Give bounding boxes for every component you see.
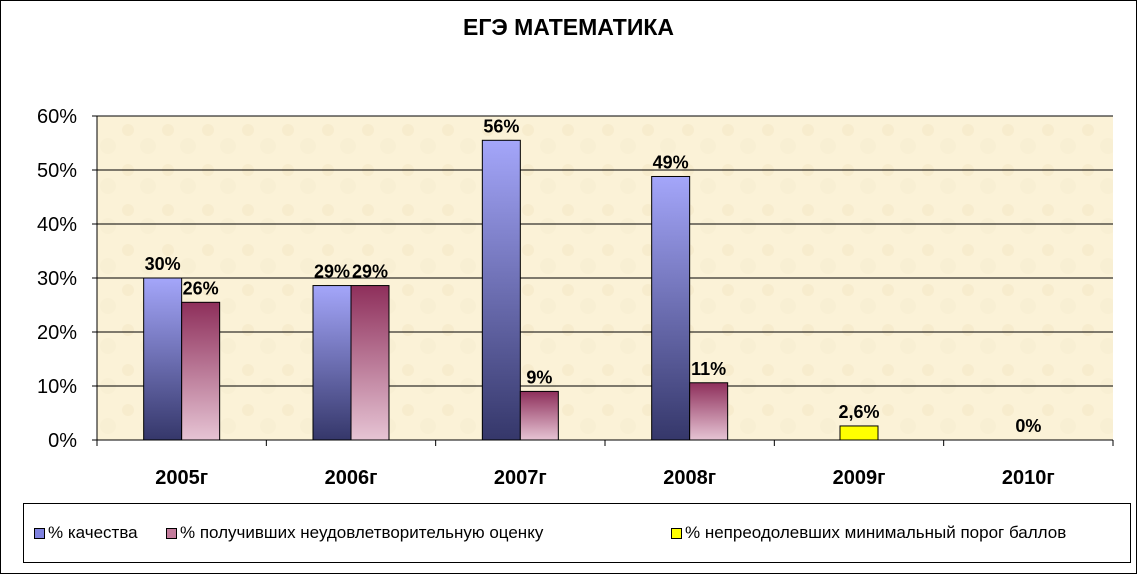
legend-swatch-threshold <box>671 527 682 539</box>
data-label: 26% <box>183 278 219 298</box>
legend-swatch-quality <box>34 527 45 539</box>
legend-label-threshold: % непреодолевших минимальный порог балло… <box>685 523 1067 542</box>
y-tick-label: 40% <box>37 214 77 236</box>
bar-quality <box>143 277 183 441</box>
data-label: 29% <box>314 262 350 282</box>
legend: % качества % получивших неудовлетворител… <box>23 503 1131 563</box>
data-label: 11% <box>691 359 726 379</box>
y-tick-label: 60% <box>37 106 77 128</box>
x-tick-label: 2006г <box>325 467 378 489</box>
legend-label-unsatisfactory: % получивших неудовлетворительную оценку <box>180 523 544 542</box>
data-label: 30% <box>145 254 181 274</box>
legend-item-quality: % качества <box>34 522 138 544</box>
data-label: 56% <box>483 116 519 136</box>
bar-unsatisfactory <box>181 301 221 441</box>
bar-threshold <box>839 425 879 441</box>
bar-unsatisfactory <box>519 390 559 441</box>
bar-unsatisfactory <box>689 382 729 441</box>
data-label: 2,6% <box>838 402 879 422</box>
y-tick-label: 20% <box>37 322 77 344</box>
y-tick-label: 50% <box>37 160 77 182</box>
legend-swatch-unsatisfactory <box>166 527 177 539</box>
y-tick-label: 30% <box>37 268 77 290</box>
data-label: 0% <box>1015 416 1041 436</box>
chart-title: ЕГЭ МАТЕМАТИКА <box>463 14 674 40</box>
legend-label-quality: % качества <box>48 523 138 542</box>
data-label: 49% <box>653 152 689 172</box>
legend-item-unsatisfactory: % получивших неудовлетворительную оценку <box>166 522 543 544</box>
bar-unsatisfactory <box>350 285 390 441</box>
x-tick-label: 2005г <box>155 467 208 489</box>
bar-quality <box>312 285 352 441</box>
x-tick-label: 2007г <box>494 467 547 489</box>
bar-quality <box>481 139 521 441</box>
plot-svg: 0% 10% 20% 30% 40% 50% 60% 2005г 2006г 2007г 2008г… <box>37 106 1114 489</box>
y-tick-label: 10% <box>37 376 77 398</box>
y-tick-label: 0% <box>48 430 77 452</box>
legend-item-threshold: % непреодолевших минимальный порог балло… <box>671 522 1066 544</box>
x-tick-label: 2010г <box>1002 467 1055 489</box>
x-tick-label: 2008г <box>663 467 716 489</box>
x-tick-label: 2009г <box>833 467 886 489</box>
data-label: 9% <box>526 367 552 387</box>
data-label: 29% <box>352 262 388 282</box>
bar-quality <box>651 175 691 441</box>
